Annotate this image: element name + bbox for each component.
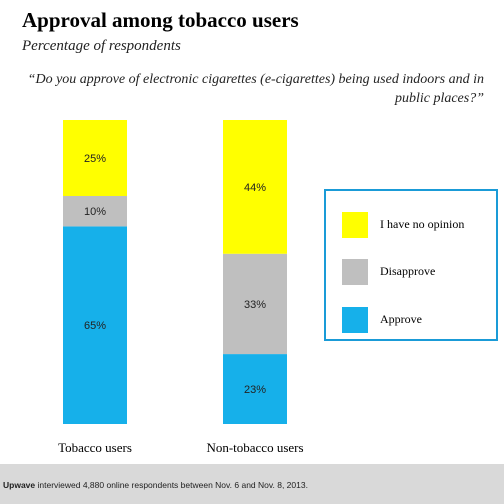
x-tick-label-non-tobacco-users: Non-tobacco users (206, 440, 303, 455)
data-label-non-tobacco-users-approve: 23% (244, 384, 266, 396)
survey-question: “Do you approve of electronic cigarettes… (27, 72, 484, 106)
bar-non-tobacco-users-disapprove (223, 253, 287, 355)
chart-subtitle: Percentage of respondents (22, 38, 181, 54)
legend-label-i-have-no-opinion: I have no opinion (380, 217, 465, 231)
data-label-tobacco-users-disapprove: 10% (84, 206, 106, 218)
legend-label-approve: Approve (380, 312, 422, 326)
footer-text: interviewed 4,880 online respondents bet… (35, 480, 308, 490)
data-label-tobacco-users-approve: 65% (84, 320, 106, 332)
data-label-non-tobacco-users-i-have-no-opinion: 44% (244, 182, 266, 194)
x-tick-label-tobacco-users: Tobacco users (58, 440, 132, 455)
bar-non-tobacco-users-approve (223, 354, 287, 424)
legend-label-disapprove: Disapprove (380, 264, 436, 278)
footer-note: Upwave interviewed 4,880 online responde… (3, 480, 308, 490)
bar-non-tobacco-users-i-have-no-opinion (223, 120, 287, 254)
legend-swatch-disapprove (342, 259, 368, 285)
bar-tobacco-users-disapprove (63, 196, 127, 227)
data-label-tobacco-users-i-have-no-opinion: 25% (84, 153, 106, 165)
footer: Upwave interviewed 4,880 online responde… (0, 464, 504, 504)
bar-tobacco-users-i-have-no-opinion (63, 120, 127, 196)
bar-tobacco-users-approve (63, 226, 127, 424)
legend-swatch-i-have-no-opinion (342, 212, 368, 238)
data-label-non-tobacco-users-disapprove: 33% (244, 299, 266, 311)
legend-swatch-approve (342, 307, 368, 333)
footer-brand: Upwave (3, 480, 36, 490)
legend: I have no opinion Disapprove Approve (324, 189, 498, 341)
stacked-bar-chart: 65% 10% 25% Tobacco users 23% 33% 44% Non-tobac… (58, 120, 304, 455)
chart-title: Approval among tobacco users (22, 8, 299, 32)
